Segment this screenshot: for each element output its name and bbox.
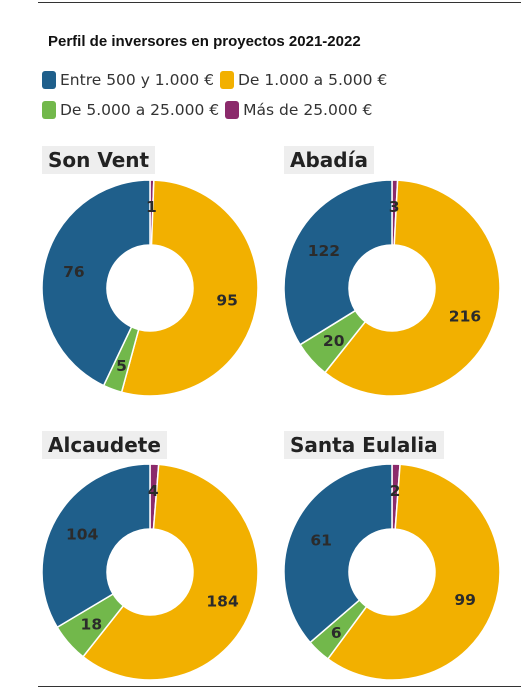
value-label-son-vent-entre-500-1000: 76	[63, 263, 85, 281]
panel-title-santa-eulalia: Santa Eulalia	[284, 431, 444, 459]
value-label-abadia-mas-25000: 3	[389, 198, 400, 216]
wedge-alcaudete-entre-500-1000	[41, 463, 151, 629]
chart-title: Perfil de inversores en proyectos 2021-2…	[48, 33, 361, 50]
value-label-alcaudete-1000-5000: 184	[206, 593, 239, 611]
value-label-santa-eulalia-mas-25000: 2	[390, 482, 401, 500]
wedge-santa-eulalia-entre-500-1000	[283, 463, 393, 644]
panel-title-alcaudete: Alcaudete	[42, 431, 167, 459]
top-rule	[38, 2, 521, 3]
value-label-son-vent-5000-25000: 5	[116, 357, 127, 375]
legend-row-2: De 5.000 a 25.000 € Más de 25.000 €	[42, 99, 512, 121]
legend-swatch-5000-25000	[42, 101, 56, 119]
legend-label-5000-25000: De 5.000 a 25.000 €	[60, 101, 220, 119]
legend-row-1: Entre 500 y 1.000 € De 1.000 a 5.000 €	[42, 69, 512, 91]
value-label-abadia-1000-5000: 216	[449, 308, 481, 326]
wedge-santa-eulalia-1000-5000	[326, 463, 501, 681]
value-label-abadia-5000-25000: 20	[323, 332, 345, 350]
value-label-alcaudete-5000-25000: 18	[81, 615, 103, 633]
value-label-alcaudete-entre-500-1000: 104	[66, 525, 99, 543]
wedge-abadia-1000-5000	[323, 179, 501, 397]
legend-label-entre-500-1000: Entre 500 y 1.000 €	[60, 71, 214, 89]
legend: Entre 500 y 1.000 € De 1.000 a 5.000 € D…	[42, 69, 512, 129]
value-label-son-vent-1000-5000: 95	[216, 292, 238, 310]
panel-title-abadia: Abadía	[284, 146, 374, 174]
legend-item-mas-25000: Más de 25.000 €	[225, 101, 372, 119]
value-label-abadia-entre-500-1000: 122	[308, 242, 340, 260]
wedge-abadia-entre-500-1000	[283, 179, 393, 346]
legend-label-mas-25000: Más de 25.000 €	[243, 101, 373, 119]
legend-swatch-1000-5000	[219, 71, 234, 89]
bottom-rule	[38, 686, 521, 687]
wedge-alcaudete-1000-5000	[81, 463, 259, 681]
legend-swatch-mas-25000	[225, 101, 240, 119]
wedge-son-vent-entre-500-1000	[41, 179, 151, 387]
panel-title-son-vent: Son Vent	[42, 146, 156, 174]
legend-item-entre-500-1000: Entre 500 y 1.000 €	[42, 71, 214, 89]
value-label-son-vent-mas-25000: 1	[146, 198, 157, 216]
legend-item-5000-25000: De 5.000 a 25.000 €	[42, 101, 219, 119]
value-label-santa-eulalia-entre-500-1000: 61	[310, 531, 332, 549]
legend-label-1000-5000: De 1.000 a 5.000 €	[237, 71, 388, 89]
legend-swatch-entre-500-1000	[42, 71, 56, 89]
value-label-santa-eulalia-1000-5000: 99	[454, 591, 476, 609]
wedge-son-vent-1000-5000	[120, 179, 259, 397]
value-label-alcaudete-mas-25000: 4	[148, 482, 159, 500]
legend-item-1000-5000: De 1.000 a 5.000 €	[219, 71, 388, 89]
value-label-santa-eulalia-5000-25000: 6	[331, 624, 342, 642]
